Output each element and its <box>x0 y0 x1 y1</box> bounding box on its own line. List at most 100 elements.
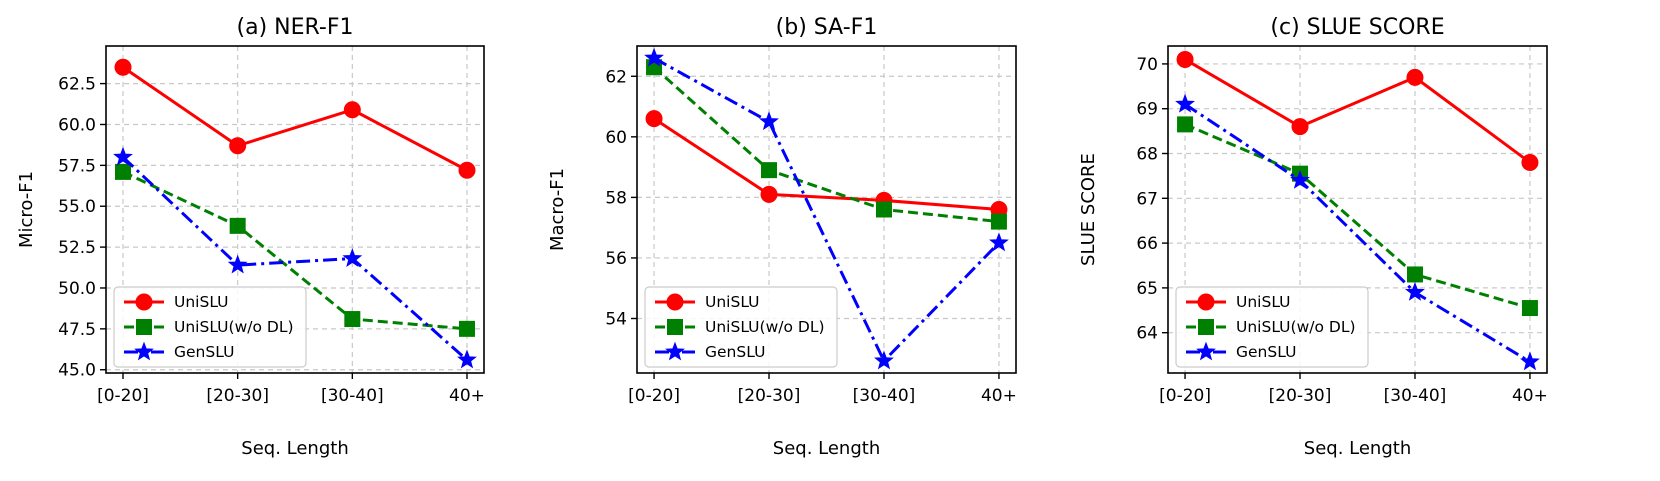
y-tick-label: 52.5 <box>58 238 96 258</box>
x-tick-label: [30-40] <box>321 386 384 406</box>
series-unislu-w-o-dl- <box>1177 116 1538 317</box>
legend-marker <box>667 319 683 335</box>
legend-label: GenSLU <box>174 343 234 361</box>
data-point <box>761 162 778 179</box>
data-point <box>344 311 361 328</box>
x-tick-label: [20-30] <box>1269 386 1332 406</box>
legend-label: UniSLU <box>1236 293 1291 311</box>
series-unislu-w-o-dl- <box>646 59 1007 230</box>
legend-marker <box>1198 319 1214 335</box>
x-tick-label: [0-20] <box>97 386 149 406</box>
y-tick-label: 64 <box>1136 324 1158 344</box>
y-axis-label: Macro-F1 <box>547 168 568 251</box>
legend: UniSLU UniSLU(w/o DL) GenSLU <box>644 286 838 368</box>
data-point <box>875 201 892 218</box>
chart-panel-3: [0-20] [20-30] [30-40] 40+ 64 65 66 67 68 69 70 (c)… <box>1078 15 1548 459</box>
y-tick-label: 69 <box>1136 100 1158 120</box>
data-point <box>1177 116 1194 133</box>
data-point <box>113 146 133 166</box>
data-point <box>114 58 132 76</box>
plot-frame <box>636 45 1017 374</box>
legend-label: UniSLU(w/o DL) <box>705 318 825 336</box>
x-tick-label: [30-40] <box>1384 386 1447 406</box>
data-point <box>115 163 132 180</box>
legend: UniSLU UniSLU(w/o DL) GenSLU <box>113 286 307 368</box>
y-tick-label: 60 <box>605 128 627 148</box>
series-line <box>653 56 1001 363</box>
legend-marker <box>134 341 154 361</box>
y-tick-label: 65 <box>1136 279 1158 299</box>
y-tick-label: 57.5 <box>58 156 96 176</box>
series-line <box>1184 102 1531 364</box>
legend-marker <box>666 293 684 311</box>
chart-title: (b) SA-F1 <box>776 15 878 40</box>
legend-label: UniSLU <box>174 293 229 311</box>
data-point <box>1290 169 1310 189</box>
data-point <box>1405 281 1425 301</box>
legend-label: UniSLU <box>705 293 760 311</box>
series-line <box>653 117 1000 211</box>
series-genslu <box>113 146 477 369</box>
legend-label: UniSLU(w/o DL) <box>1236 318 1356 336</box>
data-point <box>458 161 476 179</box>
y-tick-label: 66 <box>1136 234 1158 254</box>
y-tick-label: 68 <box>1136 145 1158 165</box>
data-point <box>759 111 779 131</box>
legend-label: GenSLU <box>705 343 765 361</box>
plot-frame <box>1167 45 1548 374</box>
data-point <box>227 254 248 274</box>
data-point <box>760 185 778 203</box>
series-line <box>653 66 1000 224</box>
series-line <box>122 66 468 172</box>
legend-marker <box>1197 293 1215 311</box>
x-tick-label: [30-40] <box>853 386 916 406</box>
y-tick-label: 47.5 <box>58 320 96 340</box>
x-axis-label: Seq. Length <box>241 438 348 459</box>
legend-marker <box>136 319 152 335</box>
data-point <box>1520 351 1540 371</box>
series-unislu-w-o-dl- <box>115 163 475 337</box>
series-unislu <box>645 110 1008 218</box>
x-tick-label: [20-30] <box>738 386 801 406</box>
data-point <box>343 101 361 119</box>
x-tick-label: 40+ <box>981 386 1017 406</box>
data-point <box>1175 93 1195 113</box>
data-point <box>1406 68 1424 86</box>
y-tick-label: 54 <box>605 310 627 330</box>
data-point <box>342 248 363 267</box>
chart-panel-2: [0-20] [20-30] [30-40] 40+ 54 56 58 60 62 (b) SA-… <box>547 15 1017 459</box>
data-point <box>989 232 1009 252</box>
data-point <box>229 217 246 234</box>
series-line <box>122 170 468 331</box>
legend-marker <box>1196 341 1216 361</box>
legend-label: GenSLU <box>1236 343 1296 361</box>
data-point <box>229 137 247 155</box>
chart-title: (c) SLUE SCORE <box>1270 15 1444 40</box>
y-tick-label: 67 <box>1136 189 1158 209</box>
y-tick-label: 58 <box>605 188 627 208</box>
legend-box <box>644 286 838 368</box>
y-axis-label: SLUE SCORE <box>1078 153 1099 266</box>
legend-box <box>1175 286 1369 368</box>
data-point <box>1406 266 1423 283</box>
data-point <box>644 47 664 67</box>
legend: UniSLU UniSLU(w/o DL) GenSLU <box>1175 286 1369 368</box>
data-point <box>458 320 475 337</box>
y-tick-label: 62.5 <box>58 75 96 95</box>
x-tick-label: [0-20] <box>1159 386 1211 406</box>
plot-frame <box>105 45 485 374</box>
data-point <box>874 350 894 370</box>
data-point <box>1176 50 1194 68</box>
x-tick-label: 40+ <box>1512 386 1548 406</box>
series-line <box>1184 123 1531 310</box>
data-point <box>1521 300 1538 317</box>
y-tick-label: 70 <box>1136 55 1158 75</box>
legend-marker <box>135 293 153 311</box>
data-point <box>1521 153 1539 171</box>
y-tick-label: 60.0 <box>58 115 96 135</box>
data-point <box>645 110 663 128</box>
legend-label: UniSLU(w/o DL) <box>174 318 294 336</box>
y-tick-label: 56 <box>605 249 627 269</box>
data-point <box>1291 118 1309 136</box>
